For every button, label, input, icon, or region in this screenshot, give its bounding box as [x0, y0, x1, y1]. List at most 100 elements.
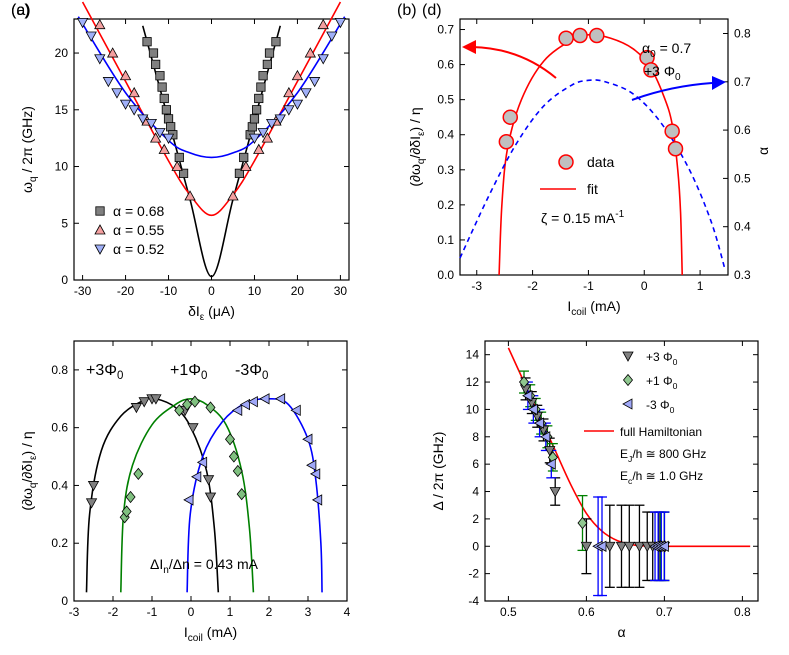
data-point — [174, 404, 185, 417]
data-point — [232, 464, 243, 478]
data-point — [248, 133, 261, 144]
y2-tick-label: 0.4 — [734, 220, 751, 234]
data-point — [196, 456, 208, 469]
y-tick-label: 20 — [55, 46, 69, 60]
data-point — [130, 403, 143, 414]
data-point — [106, 47, 119, 58]
panel-a: -30 -20 -10 0 10 20 30 0 5 10 15 20 (a) δIε (μA) ωq / … — [11, 1, 350, 323]
y-tick-label: 0.1 — [437, 233, 454, 247]
data-point — [577, 516, 588, 530]
data-point — [258, 71, 268, 81]
legend-label: +1 Φ0 — [646, 374, 678, 391]
data-point — [256, 82, 266, 92]
data-point — [159, 93, 169, 104]
x-tick-label: 0.8 — [734, 605, 751, 619]
legend-label: α = 0.55 — [113, 222, 165, 238]
data-point — [166, 122, 176, 132]
data-point — [85, 31, 97, 42]
data-point — [157, 82, 167, 92]
data-point — [326, 31, 338, 42]
legend-label: -3 Φ0 — [646, 398, 675, 415]
annotation-zeta: ζ = 0.15 mA-1 — [541, 209, 625, 226]
y-tick-label: 14 — [466, 348, 480, 362]
x-tick-label: 2 — [266, 605, 273, 619]
x-tick-label: 0 — [208, 284, 215, 298]
data-point — [309, 468, 321, 480]
panel-label: (a) — [11, 2, 31, 19]
legend-label: fit — [587, 181, 598, 197]
data-point — [261, 132, 274, 143]
y-tick-label: -4 — [468, 594, 479, 608]
x-tick-label: -3 — [471, 279, 482, 293]
data-point — [518, 375, 530, 389]
arrow-head — [712, 76, 726, 90]
y-tick-label: 4 — [472, 485, 479, 499]
data-point — [204, 492, 217, 503]
y2-tick-label: 0.8 — [734, 26, 751, 40]
x-tick-label: -20 — [117, 284, 135, 298]
data-point — [257, 128, 269, 139]
data-point — [271, 37, 281, 47]
data-point — [304, 47, 317, 58]
data-point — [604, 541, 616, 553]
data-point — [224, 433, 236, 446]
x-tick-label: -3 — [69, 605, 80, 619]
data-point — [306, 459, 317, 471]
data-point — [154, 128, 166, 139]
data-point — [94, 54, 106, 65]
data-point — [128, 86, 140, 98]
legend-label: +3 Φ0 — [646, 350, 678, 367]
data-point — [231, 404, 243, 417]
data-point — [184, 190, 196, 201]
data-point — [234, 168, 245, 178]
x-tick-label: 30 — [334, 284, 348, 298]
data-point — [283, 105, 295, 116]
data-point — [142, 37, 152, 47]
data-point — [658, 540, 669, 552]
data-point — [633, 541, 646, 553]
x-tick-label: 0.5 — [500, 605, 517, 619]
data-point — [174, 152, 184, 163]
data-point — [589, 27, 605, 44]
x-tick-label: -1 — [147, 605, 158, 619]
data-point — [623, 541, 635, 553]
series-label: -3Φ0 — [235, 362, 268, 382]
y-axis-label: (∂ωq/∂δIε) / η — [407, 107, 427, 186]
data-point — [163, 114, 174, 124]
data-point — [150, 394, 162, 405]
legend-marker — [94, 244, 106, 255]
data-point — [189, 395, 200, 408]
data-point — [262, 59, 272, 69]
legend-extra: Ec/h ≅ 1.0 GHz — [620, 469, 703, 486]
data-point — [667, 141, 684, 157]
x-tick-label: -2 — [527, 279, 538, 293]
x-tick-label: 0.6 — [578, 605, 595, 619]
x-axis-label: Icoil (mA) — [567, 298, 620, 318]
data-point — [558, 30, 574, 47]
arrow-right-axis — [631, 82, 713, 101]
y-tick-label: 0.2 — [51, 536, 68, 550]
y-tick-label: 0.6 — [51, 421, 68, 435]
y-tick-label: 6 — [472, 457, 479, 471]
arrow-left-axis — [471, 46, 557, 79]
x-axis-label: α — [617, 624, 625, 640]
y2-tick-label: 0.7 — [734, 75, 751, 89]
data-point — [549, 487, 561, 498]
data-point — [148, 48, 159, 58]
y-tick-label: 5 — [61, 216, 68, 230]
panel-c: -3 -2 -1 0 1 2 3 400.20.40.60.8(c)Icoil (mA)(∂ω… — [11, 2, 351, 644]
annotation-flux: +3 Φ0 — [644, 63, 681, 83]
data-point — [161, 105, 171, 115]
panel-label: (d) — [422, 2, 442, 19]
panel-label: (b) — [397, 2, 417, 19]
data-point — [240, 160, 252, 171]
data-point — [228, 450, 239, 463]
legend-extra: EJ/h ≅ 800 GHz — [620, 447, 706, 464]
data-point — [111, 88, 123, 99]
x-tick-label: 0 — [641, 279, 648, 293]
x-tick-label: 10 — [248, 284, 262, 298]
x-tick-label: 0.7 — [656, 605, 673, 619]
data-point — [171, 160, 183, 171]
data-point — [149, 132, 162, 143]
